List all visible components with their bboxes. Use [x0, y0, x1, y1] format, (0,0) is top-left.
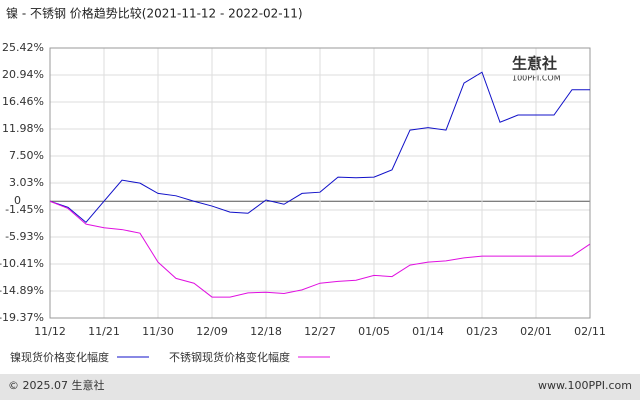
- y-tick-label: 7.50%: [9, 149, 44, 162]
- footer-left: © 2025.07 生意社: [8, 378, 104, 392]
- y-tick-label: -19.37%: [0, 311, 44, 324]
- x-tick-label: 02/11: [574, 325, 606, 338]
- x-tick-label: 12/09: [196, 325, 228, 338]
- y-tick-label: -14.89%: [0, 284, 44, 297]
- footer-right: www.100PPI.com: [538, 379, 632, 392]
- y-tick-label: -1.45%: [5, 203, 44, 216]
- x-tick-label: 11/21: [88, 325, 120, 338]
- y-tick-label: 3.03%: [9, 176, 44, 189]
- footer-bar: [0, 374, 640, 400]
- y-tick-label: -10.41%: [0, 257, 44, 270]
- series-line: [49, 200, 591, 298]
- x-tick-label: 01/05: [358, 325, 390, 338]
- x-tick-label: 12/18: [250, 325, 282, 338]
- y-tick-label: 11.98%: [2, 122, 44, 135]
- x-tick-label: 01/14: [412, 325, 444, 338]
- y-tick-label: 25.42%: [2, 41, 44, 54]
- legend-label: 不锈钢现货价格变化幅度: [169, 350, 290, 364]
- chart-title: 镍 - 不锈钢 价格趋势比较(2021-11-12 - 2022-02-11): [6, 6, 303, 21]
- series-line: [49, 71, 590, 224]
- y-tick-label: 0: [14, 194, 21, 207]
- watermark: 生意社: [512, 55, 557, 73]
- legend-label: 镍现货价格变化幅度: [10, 350, 109, 364]
- x-tick-label: 01/23: [466, 325, 498, 338]
- y-tick-label: -5.93%: [5, 230, 44, 243]
- y-tick-label: 20.94%: [2, 68, 44, 81]
- x-tick-label: 11/12: [34, 325, 66, 338]
- plot-border: [49, 47, 591, 319]
- x-tick-label: 12/27: [304, 325, 336, 338]
- x-tick-label: 11/30: [142, 325, 174, 338]
- x-tick-label: 02/01: [520, 325, 552, 338]
- y-tick-label: 16.46%: [2, 95, 44, 108]
